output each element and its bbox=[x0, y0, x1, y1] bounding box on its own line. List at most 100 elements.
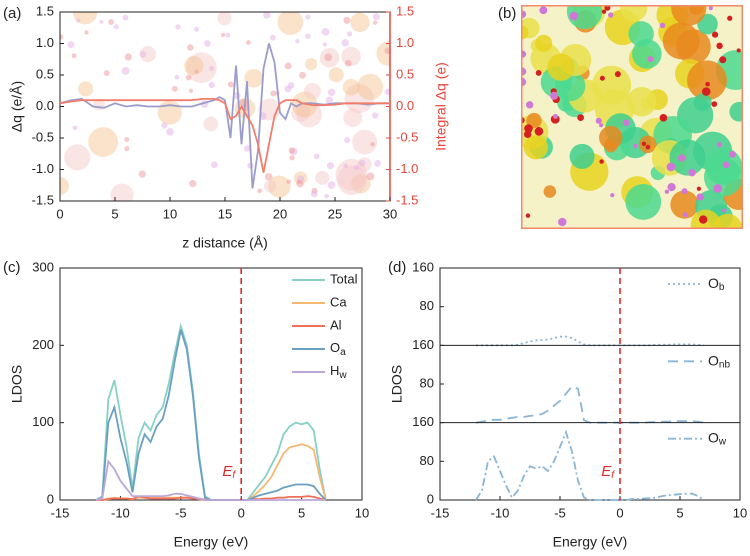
atom bbox=[263, 180, 277, 193]
atom bbox=[374, 160, 381, 167]
atom bbox=[344, 137, 351, 144]
atom bbox=[72, 125, 78, 131]
y-tick-label: 0 bbox=[427, 491, 434, 506]
atom bbox=[599, 159, 604, 164]
y-tick-label: -1.0 bbox=[32, 161, 54, 176]
atom bbox=[343, 108, 363, 128]
atom bbox=[595, 117, 602, 124]
x-tick-label: 30 bbox=[383, 206, 397, 221]
atom bbox=[344, 83, 374, 114]
atom bbox=[174, 74, 180, 80]
atom bbox=[384, 88, 390, 96]
atom bbox=[610, 193, 615, 198]
atom bbox=[227, 81, 234, 88]
data-line bbox=[476, 335, 705, 347]
atom-background bbox=[60, 12, 390, 201]
atom bbox=[64, 144, 91, 171]
y-tick-label: 0.0 bbox=[36, 98, 54, 113]
atom bbox=[305, 14, 311, 20]
atom bbox=[257, 188, 263, 194]
atom bbox=[310, 190, 318, 198]
atom bbox=[194, 69, 199, 74]
density-blob bbox=[687, 60, 727, 101]
atom bbox=[327, 181, 336, 189]
atom bbox=[171, 85, 178, 92]
legend-label: Ow bbox=[708, 429, 727, 447]
atom bbox=[696, 186, 702, 191]
data-line bbox=[475, 385, 705, 424]
density-blob bbox=[569, 143, 595, 169]
density-blob bbox=[523, 135, 548, 160]
atom bbox=[696, 193, 704, 201]
atom bbox=[217, 12, 232, 26]
atom bbox=[84, 30, 89, 35]
x-tick-label: -10 bbox=[491, 505, 510, 520]
y-tick-label: 80 bbox=[420, 298, 434, 313]
density-blob bbox=[543, 185, 557, 198]
atom bbox=[284, 62, 292, 70]
atom bbox=[356, 73, 384, 101]
atom bbox=[204, 40, 211, 47]
y-tick-label: 1.0 bbox=[396, 35, 414, 50]
y-tick-label: -1.5 bbox=[32, 192, 54, 207]
atom bbox=[103, 70, 110, 77]
atom bbox=[524, 130, 532, 139]
atom bbox=[716, 141, 723, 148]
atom bbox=[299, 71, 306, 79]
atom bbox=[175, 24, 181, 30]
atom bbox=[711, 31, 719, 38]
atom bbox=[659, 22, 666, 29]
atom bbox=[376, 41, 390, 66]
atom bbox=[727, 15, 733, 21]
atom bbox=[313, 153, 320, 160]
x-tick-label: 0 bbox=[238, 505, 245, 520]
atom bbox=[110, 183, 134, 201]
atom bbox=[343, 163, 349, 169]
atom bbox=[343, 16, 351, 24]
atom bbox=[327, 162, 335, 170]
y-tick-label: -1.0 bbox=[396, 161, 418, 176]
fermi-label: Ef bbox=[601, 463, 615, 481]
atom bbox=[524, 124, 533, 133]
atom bbox=[344, 59, 352, 67]
x-tick-label: 5 bbox=[111, 206, 118, 221]
atom bbox=[614, 71, 621, 78]
atom bbox=[124, 146, 130, 152]
atom bbox=[208, 81, 215, 89]
atom bbox=[287, 82, 295, 89]
density-blob bbox=[547, 53, 575, 81]
x-tick-label: -5 bbox=[554, 505, 566, 520]
y-tick-label: 0 bbox=[47, 491, 54, 506]
atom bbox=[243, 145, 251, 152]
atom bbox=[525, 213, 531, 218]
atom bbox=[535, 70, 542, 76]
atom bbox=[577, 114, 584, 121]
x-tick-label: 20 bbox=[273, 206, 287, 221]
x-tick-label: 10 bbox=[355, 505, 369, 520]
atom bbox=[342, 78, 360, 96]
atom bbox=[296, 101, 323, 128]
y-tick-label: 0.0 bbox=[396, 98, 414, 113]
atom bbox=[337, 165, 367, 196]
atom bbox=[552, 113, 558, 119]
atom bbox=[328, 67, 344, 83]
atom bbox=[289, 155, 295, 161]
atom bbox=[291, 103, 310, 122]
data-line bbox=[59, 43, 390, 189]
panel-label: (a) bbox=[3, 5, 21, 22]
atom bbox=[270, 90, 277, 97]
density-blob bbox=[521, 25, 529, 40]
atom bbox=[688, 168, 696, 177]
atom bbox=[708, 6, 713, 11]
atom bbox=[193, 26, 199, 32]
legend-label: Oa bbox=[330, 340, 346, 357]
density-blob bbox=[626, 87, 657, 117]
y-tick-label: 160 bbox=[412, 414, 434, 429]
y-tick-label: -1.5 bbox=[396, 192, 418, 207]
atom bbox=[569, 11, 579, 21]
atom bbox=[161, 122, 168, 129]
density-blob bbox=[566, 5, 603, 30]
atom bbox=[678, 154, 686, 162]
y-axis-label: Δq (e/Å) bbox=[9, 81, 25, 132]
atom bbox=[525, 101, 534, 109]
